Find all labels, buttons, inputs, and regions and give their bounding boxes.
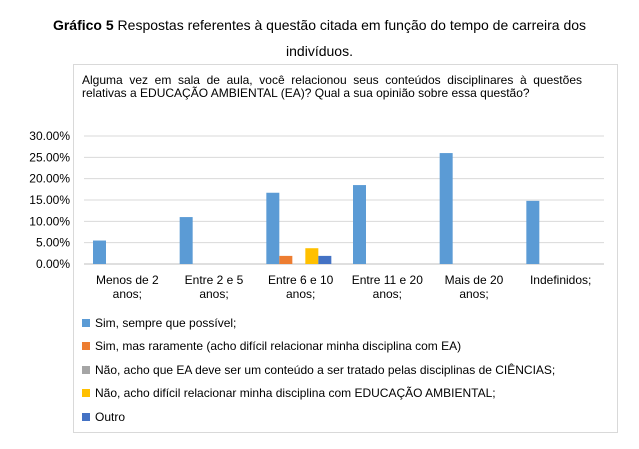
legend-label: Não, acho que EA deve ser um conteúdo a … <box>95 362 556 377</box>
chart-frame <box>73 64 618 433</box>
caption-label: Gráfico 5 <box>52 17 114 33</box>
legend-swatch <box>82 342 90 351</box>
x-tick-label: anos; <box>373 287 402 301</box>
legend-label: Outro <box>95 409 126 424</box>
x-tick-label: anos; <box>199 287 228 301</box>
figure-caption: Gráfico 5 Respostas referentes à questão… <box>0 12 639 64</box>
y-tick-label: 15.00% <box>29 193 70 207</box>
bar-1-2 <box>179 217 193 264</box>
bar-1-3 <box>266 192 280 264</box>
bar-1-4 <box>353 185 366 264</box>
x-tick-label: Entre 6 e 10 <box>268 273 334 287</box>
legend-item: Não, acho difícil relacionar minha disci… <box>82 382 602 406</box>
chart-title: Alguma vez em sala de aula, você relacio… <box>82 73 582 100</box>
legend-label: Não, acho difícil relacionar minha disci… <box>95 386 496 401</box>
bar-4-3 <box>305 248 319 264</box>
legend-item: Sim, sempre que possível; <box>82 311 602 335</box>
legend-label: Sim, sempre que possível; <box>95 315 237 330</box>
x-tick-label: anos; <box>113 287 142 301</box>
legend-item: Não, acho que EA deve ser um conteúdo a … <box>82 358 602 382</box>
y-tick-label: 5.00% <box>36 236 70 250</box>
caption-text-line1: Respostas referentes à questão citada em… <box>113 17 587 33</box>
legend-item: Sim, mas raramente (acho difícil relacio… <box>82 335 602 359</box>
caption-text-line2: indivíduos. <box>286 43 353 59</box>
x-tick-label: anos; <box>286 287 315 301</box>
legend-swatch <box>82 365 90 374</box>
y-tick-label: 25.00% <box>29 150 70 164</box>
y-tick-label: 20.00% <box>29 172 70 186</box>
legend-swatch <box>82 389 90 398</box>
x-tick-label: Entre 11 e 20 <box>352 273 423 287</box>
chart-legend: Sim, sempre que possível; Sim, mas rarame… <box>82 311 602 429</box>
x-tick-label: anos; <box>459 287 488 301</box>
legend-item: Outro <box>82 405 602 429</box>
y-tick-label: 10.00% <box>29 214 70 228</box>
bar-1-6 <box>526 200 540 264</box>
legend-label: Sim, mas raramente (acho difícil relacio… <box>95 339 462 354</box>
legend-swatch <box>82 412 90 421</box>
bar-1-1 <box>93 240 106 264</box>
x-tick-label: Indefinidos; <box>530 273 591 287</box>
y-tick-label: 0.00% <box>36 257 70 271</box>
x-tick-label: Menos de 2 <box>96 273 159 287</box>
x-tick-label: Entre 2 e 5 <box>185 273 244 287</box>
bar-2-3 <box>279 255 293 264</box>
legend-swatch <box>82 318 90 327</box>
bar-1-5 <box>439 153 453 264</box>
y-tick-label: 30.00% <box>29 129 70 143</box>
x-tick-label: Mais de 20 <box>445 273 504 287</box>
bar-5-3 <box>318 255 332 264</box>
